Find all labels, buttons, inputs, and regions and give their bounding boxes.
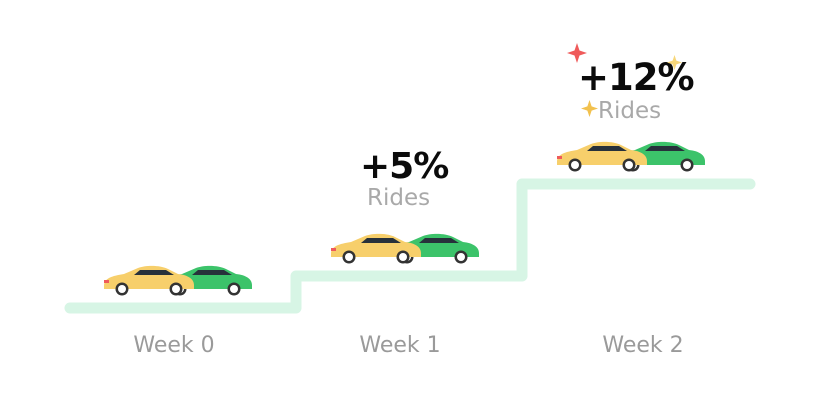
sparkle-icon <box>581 100 598 117</box>
metric-week-1: Rides <box>367 185 431 211</box>
car-yellow-icon <box>557 141 647 172</box>
change-week-1: +5% <box>360 146 449 187</box>
sparkle-icon <box>667 55 682 70</box>
week-label-0: Week 0 <box>133 333 215 358</box>
metric-week-2: Rides <box>598 98 662 124</box>
car-yellow-icon <box>104 265 194 296</box>
car-yellow-icon <box>331 233 421 264</box>
week-label-2: Week 2 <box>602 333 684 358</box>
sparkle-icon <box>567 43 587 63</box>
week-label-1: Week 1 <box>359 333 441 358</box>
